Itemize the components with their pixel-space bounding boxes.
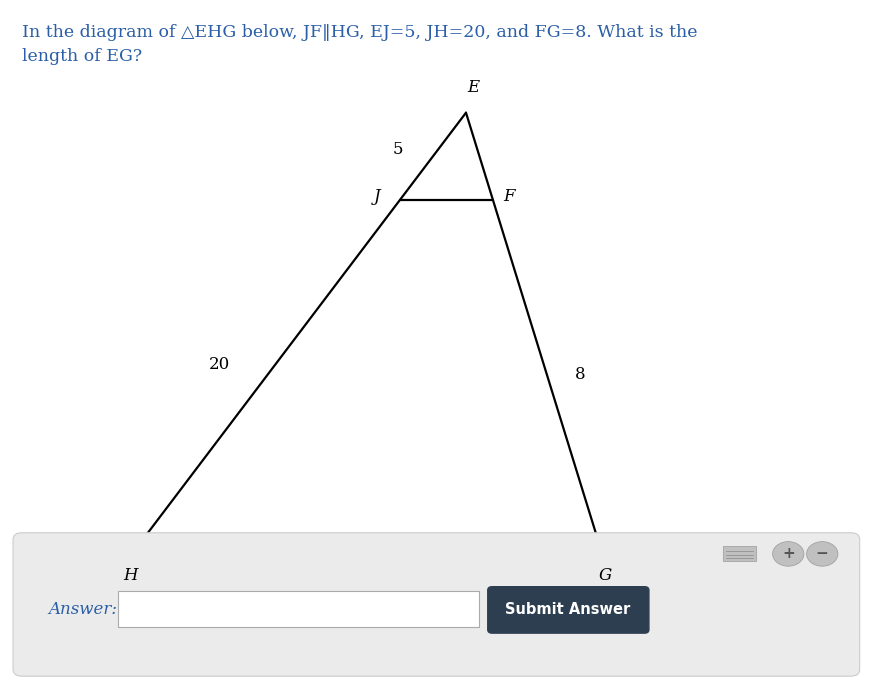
- Text: G: G: [598, 567, 612, 584]
- Text: 8: 8: [575, 367, 585, 383]
- Circle shape: [807, 542, 838, 566]
- Circle shape: [773, 542, 804, 566]
- Text: J: J: [374, 189, 381, 205]
- Text: H: H: [124, 567, 138, 584]
- Text: E: E: [467, 79, 479, 96]
- Text: F: F: [503, 189, 515, 205]
- FancyBboxPatch shape: [13, 533, 860, 676]
- Text: length of EG?: length of EG?: [22, 48, 142, 65]
- FancyBboxPatch shape: [488, 587, 649, 633]
- Text: Submit Answer: Submit Answer: [505, 602, 631, 617]
- Text: Answer:: Answer:: [48, 601, 117, 617]
- Bar: [723, 546, 756, 561]
- Text: 5: 5: [393, 141, 403, 158]
- Text: −: −: [816, 546, 828, 561]
- Text: +: +: [782, 546, 794, 561]
- Text: 20: 20: [209, 357, 230, 373]
- FancyBboxPatch shape: [118, 591, 479, 627]
- Text: In the diagram of △EHG below, JF‖HG, EJ=5, JH=20, and FG=8. What is the: In the diagram of △EHG below, JF‖HG, EJ=…: [22, 24, 698, 41]
